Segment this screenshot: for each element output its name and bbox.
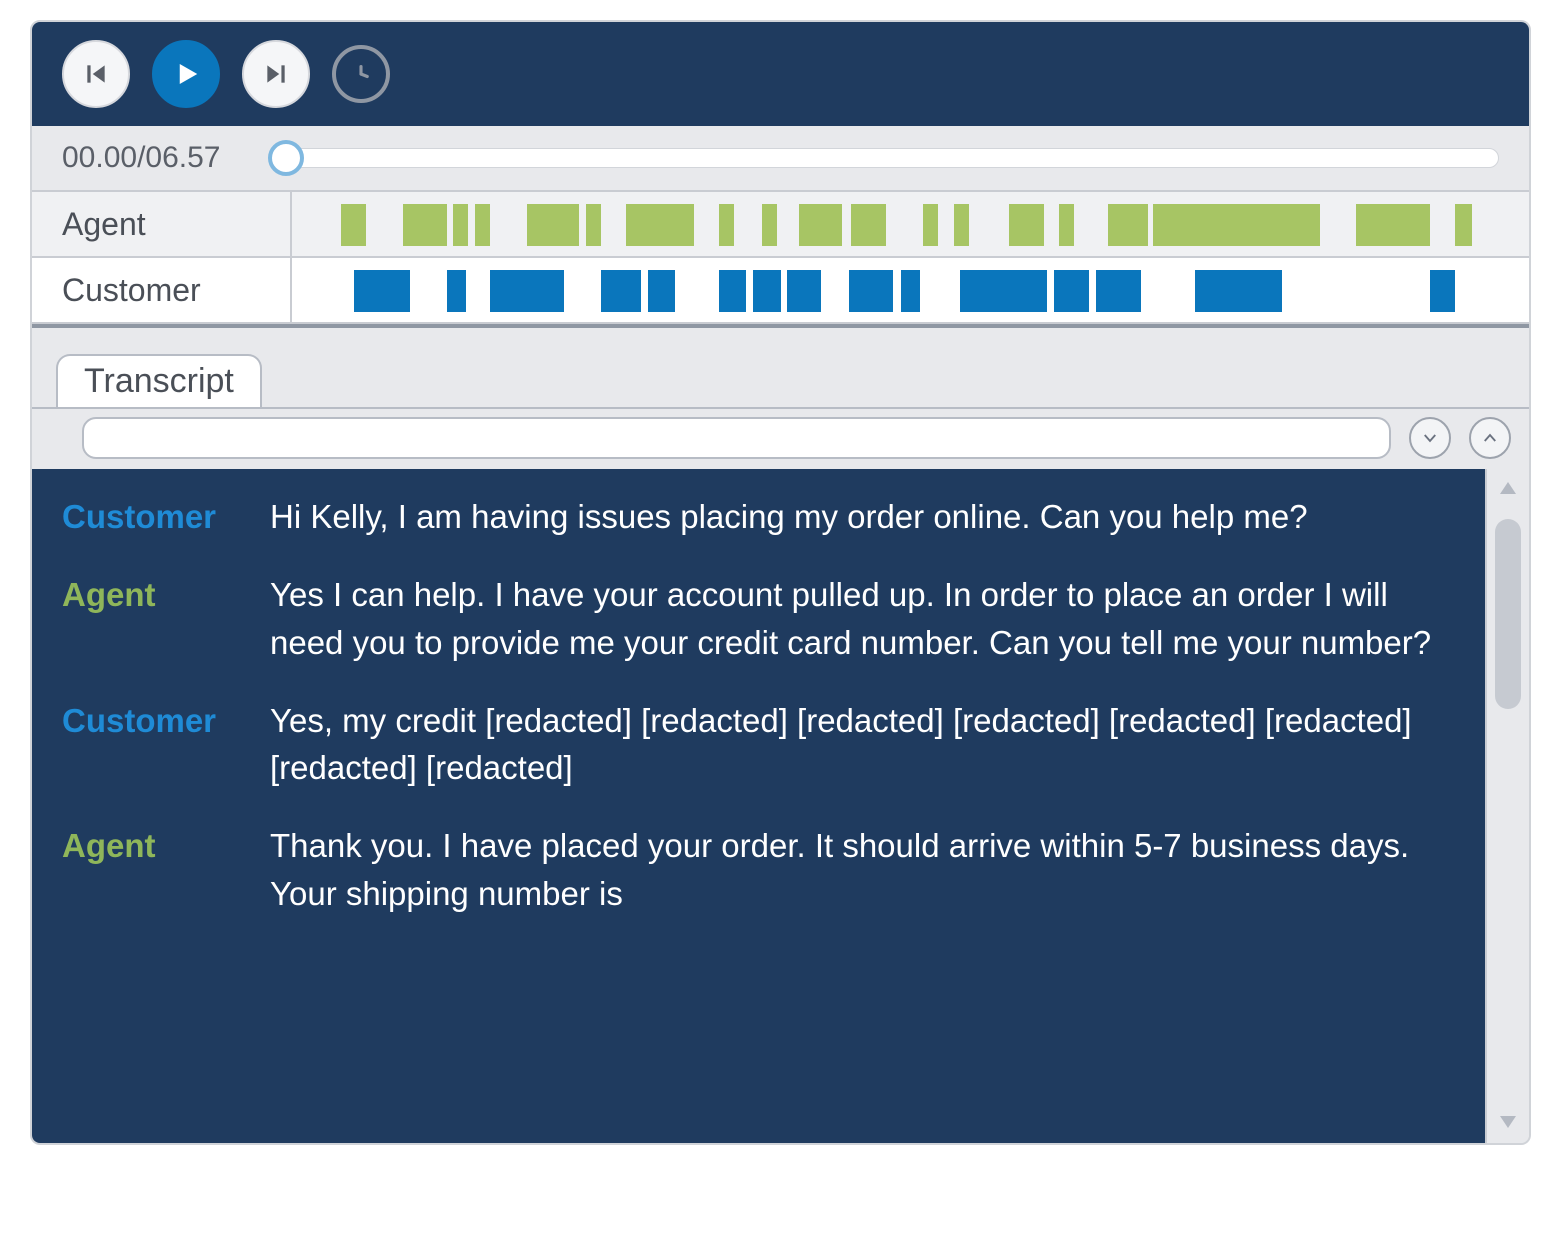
wave-segment (447, 270, 467, 312)
chevron-up-icon (1481, 429, 1499, 447)
wave-segment (753, 270, 780, 312)
wave-segment (901, 270, 921, 312)
wave-segment (1195, 270, 1282, 312)
wave-segment (1054, 270, 1089, 312)
wave-segment (762, 204, 777, 246)
wave-segment (851, 204, 886, 246)
next-button[interactable] (242, 40, 310, 108)
wave-segment (601, 270, 641, 312)
wave-row-agent: Agent (32, 192, 1529, 258)
search-next-button[interactable] (1409, 417, 1451, 459)
previous-button[interactable] (62, 40, 130, 108)
transcript-body: Customer Hi Kelly, I am having issues pla… (32, 469, 1485, 1143)
wave-segment (626, 204, 694, 246)
scroll-thumb[interactable] (1495, 519, 1521, 709)
wave-row-customer: Customer (32, 258, 1529, 324)
wave-segment (960, 270, 1047, 312)
audio-transcript-panel: 00.00/06.57 AgentCustomer Transcript (30, 20, 1531, 1145)
wave-segment (923, 204, 938, 246)
chevron-down-icon (1421, 429, 1439, 447)
progress-handle[interactable] (268, 140, 304, 176)
wave-segment (1430, 270, 1455, 312)
utterance-text: Hi Kelly, I am having issues placing my … (270, 493, 1455, 541)
transcript-line: Agent Yes I can help. I have your account… (62, 571, 1455, 667)
wave-segment (1059, 204, 1074, 246)
history-button[interactable] (332, 45, 390, 103)
transcript-wrap: Customer Hi Kelly, I am having issues pla… (32, 469, 1529, 1143)
wave-segment (954, 204, 969, 246)
wave-segment (719, 270, 746, 312)
skip-forward-icon (263, 61, 289, 87)
wave-segment (527, 204, 579, 246)
wave-label-agent: Agent (32, 192, 292, 256)
wave-segment (475, 204, 490, 246)
play-icon (171, 59, 201, 89)
wave-segment (341, 204, 366, 246)
timeline-row: 00.00/06.57 (32, 126, 1529, 192)
wave-track-customer[interactable] (292, 258, 1529, 322)
wave-track-agent[interactable] (292, 192, 1529, 256)
tab-bar: Transcript (32, 354, 1529, 409)
wave-segment (1096, 270, 1141, 312)
wave-segment (849, 270, 894, 312)
utterance-text: Yes, my credit [redacted] [redacted] [re… (270, 697, 1455, 793)
wave-segment (490, 270, 564, 312)
time-display: 00.00/06.57 (62, 141, 242, 175)
tab-transcript[interactable]: Transcript (56, 354, 262, 407)
wave-segment (799, 204, 842, 246)
transcript-line: Customer Yes, my credit [redacted] [redac… (62, 697, 1455, 793)
wave-segment (648, 270, 675, 312)
wave-segment (453, 204, 468, 246)
transcript-header: Transcript (32, 324, 1529, 469)
player-toolbar (32, 22, 1529, 126)
wave-label-customer: Customer (32, 258, 292, 322)
wave-segment (1153, 204, 1320, 246)
skip-back-icon (83, 61, 109, 87)
wave-segment (586, 204, 601, 246)
play-button[interactable] (152, 40, 220, 108)
scroll-up-icon[interactable] (1487, 475, 1529, 503)
speaker-label: Customer (62, 493, 242, 541)
speaker-label: Agent (62, 822, 242, 918)
wave-segment (719, 204, 734, 246)
progress-bar[interactable] (272, 140, 1499, 176)
search-row (32, 409, 1529, 469)
transcript-line: Agent Thank you. I have placed your order… (62, 822, 1455, 918)
wave-segment (787, 270, 822, 312)
scroll-down-icon[interactable] (1487, 1109, 1529, 1137)
wave-segment (354, 270, 410, 312)
speaker-label: Customer (62, 697, 242, 793)
wave-segment (1455, 204, 1472, 246)
utterance-text: Yes I can help. I have your account pull… (270, 571, 1455, 667)
progress-track (272, 148, 1499, 168)
transcript-line: Customer Hi Kelly, I am having issues pla… (62, 493, 1455, 541)
wave-segment (403, 204, 446, 246)
utterance-text: Thank you. I have placed your order. It … (270, 822, 1455, 918)
clock-icon (346, 59, 376, 89)
wave-segment (1009, 204, 1044, 246)
search-prev-button[interactable] (1469, 417, 1511, 459)
wave-segment (1356, 204, 1430, 246)
wave-segment (1108, 204, 1148, 246)
waveform-container: AgentCustomer (32, 192, 1529, 324)
transcript-search-input[interactable] (82, 417, 1391, 459)
transcript-scrollbar[interactable] (1485, 469, 1529, 1143)
speaker-label: Agent (62, 571, 242, 667)
